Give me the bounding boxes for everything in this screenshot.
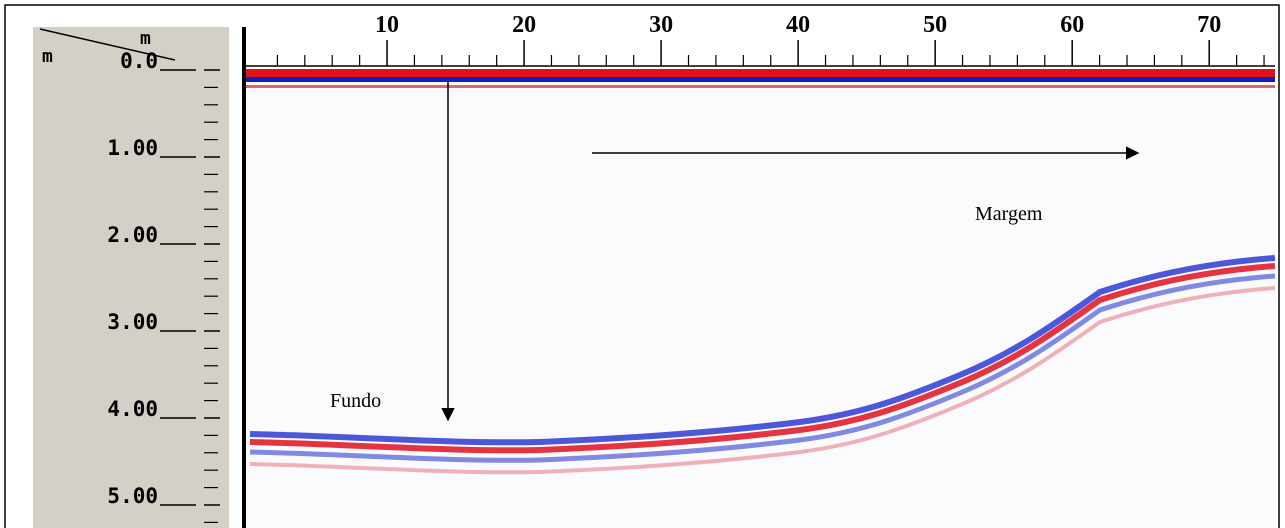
x-tick-label: 20 xyxy=(512,12,536,38)
annotation: Margem xyxy=(975,203,1043,225)
y-tick-label: 2.00 xyxy=(107,223,158,247)
surface-reflection xyxy=(246,85,1275,88)
radargram-figure: m m Fundo Margem 10 20 30 40 50 60 70 0.0 1.00 2.… xyxy=(0,0,1285,528)
depth-panel xyxy=(33,27,229,528)
depth-axis-line xyxy=(242,27,246,528)
y-tick-label: 3.00 xyxy=(107,310,158,334)
surface-reflection xyxy=(246,69,1275,77)
y-tick-label: 4.00 xyxy=(107,397,158,421)
y-tick-label: 0.0 xyxy=(120,49,158,73)
annotation: Fundo xyxy=(330,390,381,412)
radar-image xyxy=(246,69,1275,528)
x-unit: m xyxy=(140,28,151,49)
x-tick-label: 40 xyxy=(786,12,810,38)
x-tick-label: 70 xyxy=(1197,12,1221,38)
x-tick-label: 50 xyxy=(923,12,947,38)
y-tick-label: 1.00 xyxy=(107,136,158,160)
surface-reflection xyxy=(246,77,1275,82)
y-tick-label: 5.00 xyxy=(107,484,158,508)
x-tick-label: 10 xyxy=(375,12,399,38)
x-tick-label: 30 xyxy=(649,12,673,38)
y-unit: m xyxy=(42,46,53,67)
x-tick-label: 60 xyxy=(1060,12,1084,38)
